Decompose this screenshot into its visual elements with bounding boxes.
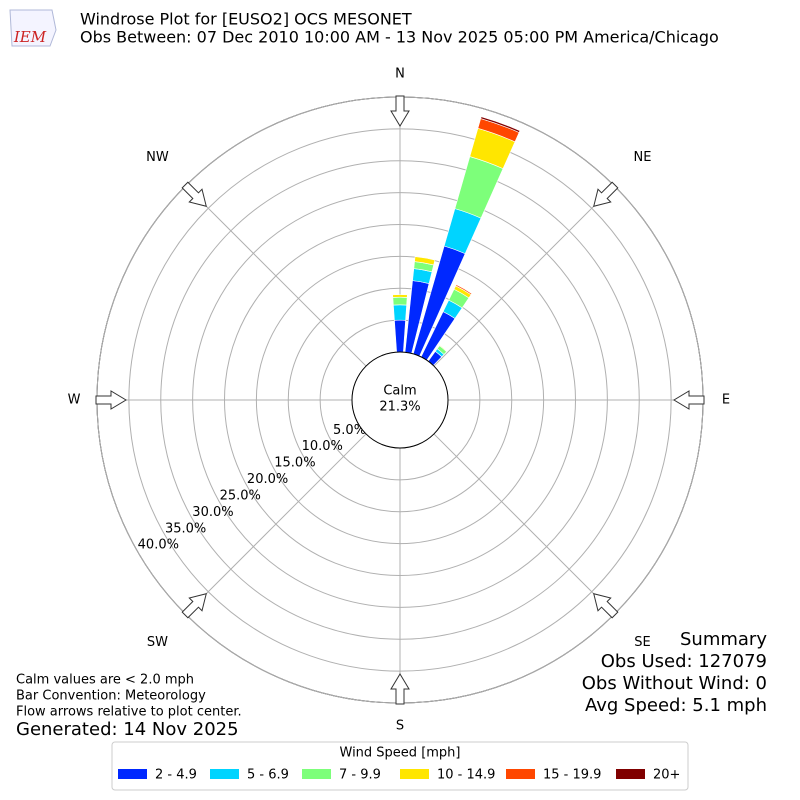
chart-title: Windrose Plot for [EUSO2] OCS MESONET bbox=[80, 10, 412, 29]
arrow-shape bbox=[390, 673, 410, 705]
compass-label: E bbox=[722, 393, 730, 408]
note: Calm values are < 2.0 mph bbox=[16, 673, 194, 688]
legend-swatch bbox=[210, 769, 239, 779]
flow-arrow bbox=[390, 95, 410, 127]
r-tick-label: 25.0% bbox=[220, 488, 261, 503]
r-tick-label: 5.0% bbox=[333, 423, 366, 438]
grid-ring bbox=[287, 287, 513, 513]
grid-ring bbox=[192, 192, 608, 608]
compass-label: NW bbox=[146, 150, 169, 165]
chart-subtitle: Obs Between: 07 Dec 2010 10:00 AM - 13 N… bbox=[80, 28, 719, 47]
note: Flow arrows relative to plot center. bbox=[16, 705, 242, 720]
summary-line: Avg Speed: 5.1 mph bbox=[585, 695, 767, 716]
grid-ring bbox=[224, 224, 576, 576]
calm-value: 21.3% bbox=[379, 400, 420, 415]
legend-swatch bbox=[506, 769, 535, 779]
legend-swatch bbox=[616, 769, 645, 779]
legend-label: 5 - 6.9 bbox=[247, 768, 289, 783]
compass-label: W bbox=[68, 393, 81, 408]
compass-label: SW bbox=[147, 635, 168, 650]
generated: Generated: 14 Nov 2025 bbox=[16, 719, 239, 740]
flow-arrow bbox=[673, 390, 705, 410]
legend-swatch bbox=[118, 769, 147, 779]
wind-bar bbox=[480, 116, 521, 133]
legend-box bbox=[111, 741, 689, 791]
note: Bar Convention: Meteorology bbox=[16, 689, 206, 704]
r-tick-label: 40.0% bbox=[138, 538, 179, 553]
r-tick-label: 30.0% bbox=[192, 505, 233, 520]
legend-swatch bbox=[302, 769, 331, 779]
wind-bar bbox=[393, 304, 407, 321]
flow-arrow bbox=[181, 181, 207, 207]
flow-arrow bbox=[390, 673, 410, 705]
compass-label: N bbox=[395, 67, 405, 82]
calm-circle bbox=[351, 351, 449, 449]
grid-ring bbox=[160, 160, 640, 640]
compass-label: S bbox=[396, 719, 404, 734]
grid-ring bbox=[255, 255, 545, 545]
wind-bar bbox=[455, 284, 473, 296]
r-tick-label: 35.0% bbox=[165, 521, 206, 536]
r-tick-label: 15.0% bbox=[274, 456, 315, 471]
arrow-shape bbox=[673, 390, 705, 410]
wind-bar bbox=[439, 344, 448, 353]
arrow-shape bbox=[593, 181, 619, 207]
r-tick-label: 20.0% bbox=[247, 472, 288, 487]
grid-ring bbox=[128, 128, 672, 672]
wind-bar bbox=[392, 296, 408, 306]
flow-arrow bbox=[593, 181, 619, 207]
arrow-shape bbox=[390, 95, 410, 127]
summary-line: Summary bbox=[680, 629, 767, 650]
legend-label: 7 - 9.9 bbox=[339, 768, 381, 783]
wind-bar bbox=[414, 256, 436, 266]
wind-bar bbox=[392, 294, 408, 298]
wind-bar bbox=[394, 319, 406, 353]
flow-arrow bbox=[181, 593, 207, 619]
arrow-shape bbox=[181, 181, 207, 207]
legend-swatch bbox=[400, 769, 429, 779]
legend-label: 2 - 4.9 bbox=[155, 768, 197, 783]
summary-line: Obs Used: 127079 bbox=[601, 651, 767, 672]
summary-line: Obs Without Wind: 0 bbox=[582, 673, 767, 694]
calm-label: Calm bbox=[383, 384, 416, 399]
legend-title: Wind Speed [mph] bbox=[340, 746, 461, 761]
flow-arrow bbox=[593, 593, 619, 619]
flow-arrow bbox=[95, 390, 127, 410]
compass-label: NE bbox=[634, 150, 652, 165]
legend: 2 - 4.9 5 - 6.9 7 - 9.9 10 - 14.9 15 - 19.9 2… bbox=[118, 768, 680, 783]
compass-label: SE bbox=[634, 635, 650, 650]
r-tick-label: 10.0% bbox=[302, 439, 343, 454]
logo: IEM bbox=[9, 9, 57, 47]
arrow-shape bbox=[95, 390, 127, 410]
arrow-shape bbox=[181, 593, 207, 619]
legend-label: 10 - 14.9 bbox=[437, 768, 495, 783]
legend-label: 20+ bbox=[653, 768, 680, 783]
arrow-shape bbox=[593, 593, 619, 619]
logo-text: IEM bbox=[13, 28, 47, 46]
legend-label: 15 - 19.9 bbox=[543, 768, 601, 783]
plot-area: 0.0%5.0%10.0%15.0%20.0%25.0%30.0%35.0%40… bbox=[68, 67, 731, 734]
logo-shape bbox=[9, 9, 57, 47]
